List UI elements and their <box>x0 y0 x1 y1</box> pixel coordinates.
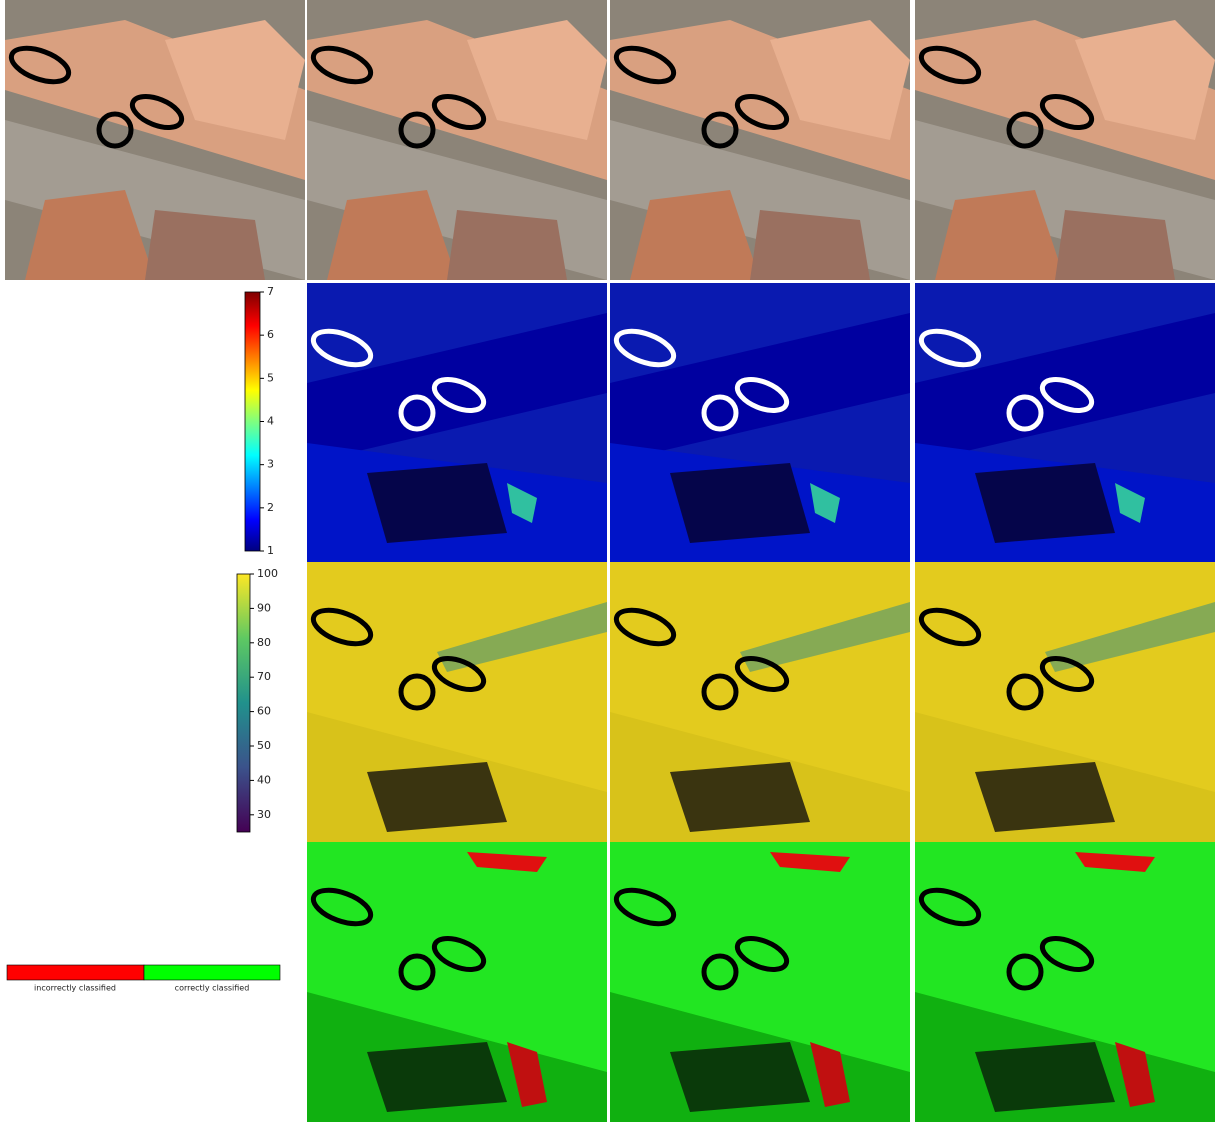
classification-panel <box>915 842 1215 1122</box>
error-panel <box>307 283 607 563</box>
tick-label: 2 <box>267 501 274 514</box>
tick-label: 60 <box>257 705 271 718</box>
photo-panel <box>307 0 607 280</box>
tick-label: 6 <box>267 328 274 341</box>
colorbar-confidence <box>236 573 251 833</box>
tick-label: 1 <box>267 544 274 557</box>
tick-label: 30 <box>257 808 271 821</box>
tick-label: 70 <box>257 670 271 683</box>
photo-panel <box>915 0 1215 280</box>
legend-incorrect <box>6 964 145 981</box>
tick-label: 100 <box>257 567 278 580</box>
image-grid <box>5 0 1215 1122</box>
colorbar-ticks: 1 2 3 4 5 6 7 30 40 50 60 70 80 90 100 <box>250 285 278 821</box>
tick-label: 40 <box>257 773 271 786</box>
colorbar-error <box>244 291 261 552</box>
legend-label: incorrectly classified <box>34 984 116 993</box>
legend-correct <box>143 964 281 981</box>
photo-panel <box>5 0 305 280</box>
tick-label: 50 <box>257 739 271 752</box>
confidence-panel <box>915 562 1215 842</box>
tick-label: 5 <box>267 371 274 384</box>
tick-label: 90 <box>257 601 271 614</box>
photo-panel <box>610 0 910 280</box>
error-panel <box>915 283 1215 563</box>
error-panel <box>610 283 910 563</box>
classification-panel <box>307 842 607 1122</box>
tick-label: 80 <box>257 636 271 649</box>
confidence-panel <box>610 562 910 842</box>
confidence-panel <box>307 562 607 842</box>
tick-label: 3 <box>267 458 274 471</box>
legend-label: correctly classified <box>175 984 250 993</box>
classification-panel <box>610 842 910 1122</box>
tick-label: 4 <box>267 415 274 428</box>
tick-label: 7 <box>267 285 274 298</box>
